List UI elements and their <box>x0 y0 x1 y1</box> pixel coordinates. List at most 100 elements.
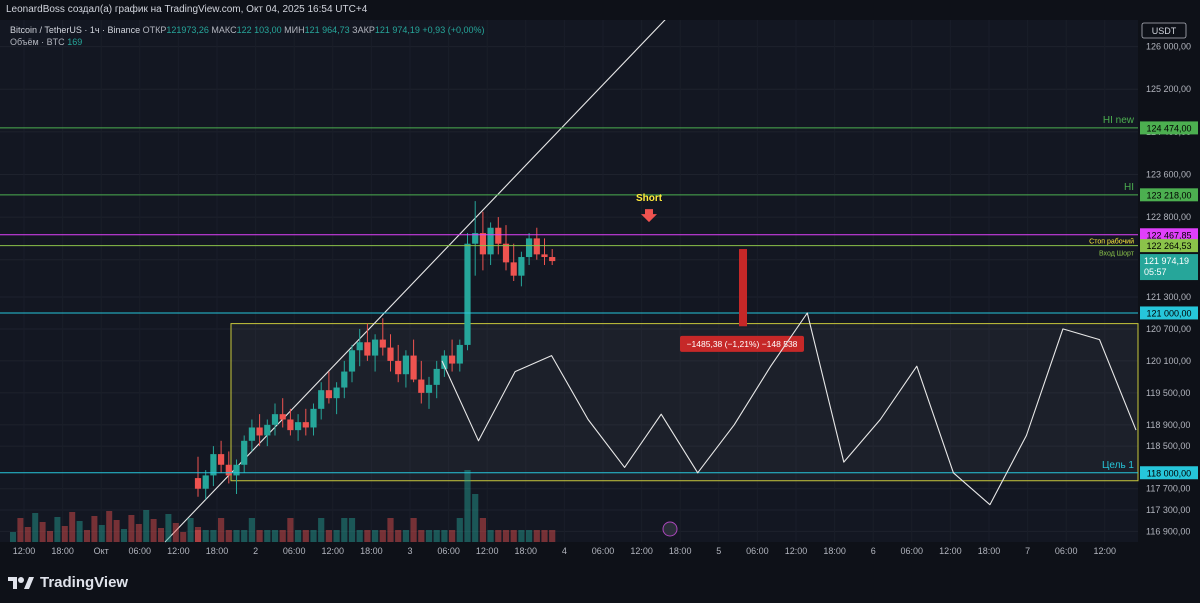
legend-open-label: ОТКР <box>142 25 167 35</box>
candle-body <box>479 233 486 255</box>
volume-bar <box>325 530 332 542</box>
volume-bar <box>39 522 46 542</box>
volume-bar <box>449 530 456 542</box>
volume-bar <box>510 530 517 542</box>
x-tick-label: 18:00 <box>51 546 74 556</box>
legend-close-label: ЗАКР <box>352 25 375 35</box>
x-tick-label: 12:00 <box>476 546 499 556</box>
y-tick-label: 120 700,00 <box>1146 324 1191 334</box>
candle-body <box>387 347 394 361</box>
candle-body <box>356 342 363 351</box>
currency-label: USDT <box>1152 26 1177 36</box>
y-tick-label: 120 100,00 <box>1146 356 1191 366</box>
candle-body <box>487 227 494 255</box>
price-level-label: 122 467,85 <box>1146 230 1191 240</box>
volume-bar <box>372 530 379 542</box>
candle-body <box>348 350 356 372</box>
volume-bar <box>218 518 225 542</box>
candle-body <box>225 464 232 476</box>
candle-body <box>395 360 402 375</box>
volume-bar <box>264 530 271 542</box>
x-tick-label: 18:00 <box>515 546 538 556</box>
volume-bar <box>195 527 201 542</box>
y-tick-label: 125 200,00 <box>1146 84 1191 94</box>
volume-bar <box>318 518 325 542</box>
x-tick-label: 4 <box>562 546 567 556</box>
volume-bar <box>54 517 61 542</box>
price-level-tag <box>1140 121 1198 135</box>
volume-bar <box>364 530 371 542</box>
candle-body <box>433 368 440 385</box>
volume-bar <box>210 530 217 542</box>
candle-body <box>248 427 255 441</box>
volume-bar <box>233 530 240 542</box>
x-tick-label: 6 <box>871 546 876 556</box>
price-level-label: 123 218,00 <box>1146 190 1191 200</box>
price-level-note: HI <box>1124 182 1134 193</box>
legend-high: 122 103,00 <box>236 25 282 35</box>
y-tick-label: 118 900,00 <box>1146 420 1190 430</box>
x-tick-label: 12:00 <box>785 546 808 556</box>
x-tick-label: 06:00 <box>129 546 152 556</box>
x-tick-label: 06:00 <box>283 546 306 556</box>
y-tick-label: 117 700,00 <box>1146 484 1190 494</box>
y-tick-label: 126 000,00 <box>1146 42 1191 52</box>
x-tick-label: 3 <box>407 546 412 556</box>
candle-body <box>264 424 271 436</box>
price-level-note: HI new <box>1103 115 1135 126</box>
candle-body <box>418 379 425 393</box>
volume-bar <box>379 530 386 542</box>
candle-body <box>441 355 448 369</box>
volume-bar <box>17 518 24 542</box>
tradingview-logo-icon <box>8 576 34 589</box>
volume-bar <box>295 530 302 542</box>
chart-header: LeonardBoss создал(а) график на TradingV… <box>0 0 1200 20</box>
volume-bar <box>32 513 39 542</box>
short-label: Short <box>636 193 663 204</box>
legend-low-label: МИН <box>284 25 305 35</box>
candle-body <box>271 414 279 425</box>
price-level-label: 124 474,00 <box>1146 123 1191 133</box>
candle-body <box>241 440 248 465</box>
price-level-note: Цель 1 <box>1102 460 1134 471</box>
volume-bar <box>84 530 90 542</box>
volume-bar <box>61 526 68 542</box>
volume-bar <box>418 530 425 542</box>
candle-body <box>210 454 217 476</box>
legend-open: 121973,26 <box>166 25 209 35</box>
y-tick-label: 121 300,00 <box>1146 292 1191 302</box>
volume-bar <box>10 532 16 542</box>
candle-body <box>402 355 409 375</box>
volume-bar <box>410 518 417 542</box>
candle-body <box>449 355 456 364</box>
candle-body <box>472 233 479 244</box>
countdown-timer: 05:57 <box>1144 267 1167 277</box>
candle-body <box>510 262 517 276</box>
volume-bar <box>135 524 142 542</box>
y-tick-label: 119 500,00 <box>1146 388 1190 398</box>
y-tick-label: 118 500,00 <box>1146 441 1190 451</box>
candle-body <box>333 387 340 399</box>
candle-body <box>279 414 286 420</box>
x-tick-label: 5 <box>716 546 721 556</box>
volume-bar <box>356 530 363 542</box>
volume-bar <box>479 518 486 542</box>
volume-bar <box>194 530 202 542</box>
candle-body <box>341 371 348 388</box>
price-level-tag <box>1140 466 1198 480</box>
candle-body <box>495 227 502 244</box>
x-tick-label: 06:00 <box>437 546 460 556</box>
volume-bar <box>76 521 83 542</box>
legend-volume-label: Объём · BTC <box>10 37 65 47</box>
candle-body <box>541 254 548 258</box>
header-title: LeonardBoss создал(а) график на TradingV… <box>6 4 368 15</box>
x-tick-label: 18:00 <box>978 546 1001 556</box>
x-tick-label: 18:00 <box>206 546 229 556</box>
volume-bar <box>310 530 317 542</box>
volume-bar <box>279 530 286 542</box>
x-tick-label: 12:00 <box>167 546 190 556</box>
candle-body <box>218 454 225 465</box>
x-tick-label: 06:00 <box>1055 546 1078 556</box>
candle-body <box>549 257 556 262</box>
